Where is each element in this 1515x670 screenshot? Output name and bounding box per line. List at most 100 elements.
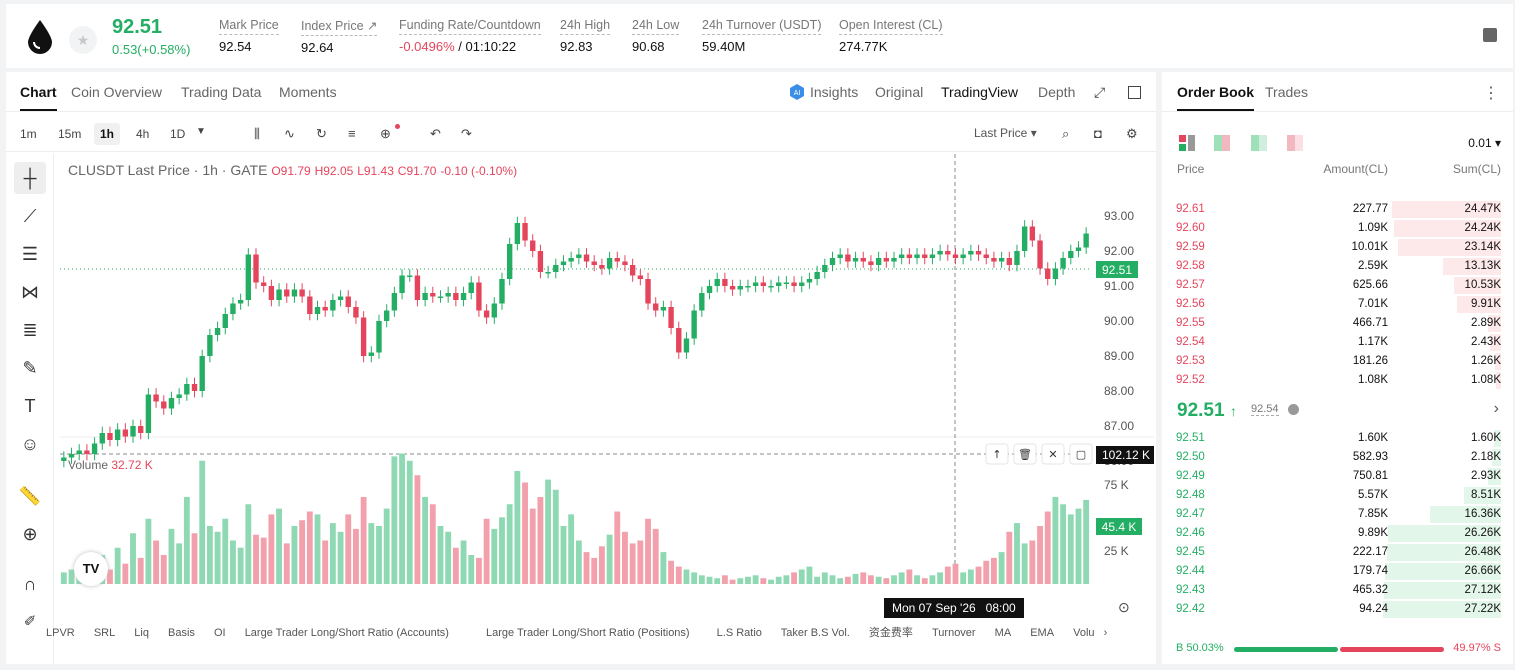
chart-settings-icon[interactable]: ⊙ <box>1118 599 1130 615</box>
tab-trades[interactable]: Trades <box>1265 84 1309 100</box>
indicator-basis[interactable]: Basis <box>168 627 195 639</box>
bid-row[interactable]: 92.46 9.89K 26.26K <box>1162 524 1513 543</box>
depth-bar <box>1457 296 1501 313</box>
pattern-icon[interactable]: ⋈ <box>21 282 39 302</box>
indicator-lpvr[interactable]: LPVR <box>46 627 75 639</box>
favorite-star-icon[interactable]: ★ <box>69 26 97 54</box>
brush-icon[interactable]: ✎ <box>22 358 38 378</box>
ask-row[interactable]: 92.55 466.71 2.89K <box>1162 314 1513 333</box>
index-price-stat[interactable]: Index Price ↗ 92.64 <box>301 19 378 55</box>
replay-icon[interactable]: ↻ <box>316 126 327 141</box>
ask-row[interactable]: 92.58 2.59K 13.13K <box>1162 257 1513 276</box>
precision-select[interactable]: 0.01 ▾ <box>1468 136 1501 150</box>
crosshair-icon[interactable]: ┼ <box>14 162 46 194</box>
candle-body <box>545 272 551 274</box>
tab-moments[interactable]: Moments <box>279 84 337 100</box>
emoji-icon[interactable]: ☺ <box>20 434 40 454</box>
tab-original[interactable]: Original <box>875 84 924 100</box>
indicator-liq[interactable]: Liq <box>134 627 149 639</box>
ai-insights-icon[interactable]: AI <box>788 83 806 101</box>
timeframe-dropdown-icon[interactable]: ▼ <box>196 126 206 137</box>
timeframe-1d[interactable]: 1D <box>170 127 186 141</box>
view-split-icon[interactable] <box>1214 135 1230 151</box>
candle-body <box>568 258 574 262</box>
indicator-funding[interactable]: 资金费率 <box>868 627 913 639</box>
timeframe-1m[interactable]: 1m <box>20 127 37 141</box>
volume-bar <box>921 578 928 584</box>
ruler-icon[interactable]: 📏 <box>18 486 42 506</box>
tradingview-logo[interactable]: TV <box>74 552 108 586</box>
tab-order-book[interactable]: Order Book <box>1177 84 1255 111</box>
fullscreen-icon[interactable]: ⤢ <box>1094 84 1106 100</box>
view-both-icon[interactable] <box>1179 135 1195 151</box>
chevron-right-icon[interactable]: › <box>1103 627 1108 639</box>
indicator-oi[interactable]: OI <box>214 627 226 639</box>
redo-icon[interactable]: ↷ <box>461 126 472 141</box>
bid-row[interactable]: 92.47 7.85K 16.36K <box>1162 505 1513 524</box>
ask-row[interactable]: 92.56 7.01K 9.91K <box>1162 295 1513 314</box>
tab-trading-data[interactable]: Trading Data <box>181 84 262 100</box>
ask-row[interactable]: 92.57 625.66 10.53K <box>1162 276 1513 295</box>
indicator-ls-ratio[interactable]: L.S Ratio <box>716 627 762 639</box>
templates-icon[interactable]: ≡ <box>348 126 356 141</box>
indicator-lt-accounts[interactable]: Large Trader Long/Short Ratio (Accounts) <box>244 627 449 639</box>
indicators-icon[interactable]: ∿ <box>284 126 295 141</box>
more-options-icon[interactable]: ⋮ <box>1483 85 1499 102</box>
ask-row[interactable]: 92.52 1.08K 1.08K <box>1162 371 1513 390</box>
ask-row[interactable]: 92.59 10.01K 23.14K <box>1162 238 1513 257</box>
view-bids-icon[interactable] <box>1251 135 1267 151</box>
pencil-icon[interactable]: ✐ <box>23 613 37 630</box>
candlestick-chart[interactable]: 93.0092.0091.0090.0089.0088.0087.0086.00… <box>60 154 1154 599</box>
tab-tradingview[interactable]: TradingView <box>941 84 1019 100</box>
guide-book-icon[interactable] <box>1483 28 1497 42</box>
indicator-turnover[interactable]: Turnover <box>931 627 976 639</box>
ask-row[interactable]: 92.60 1.09K 24.24K <box>1162 219 1513 238</box>
bid-row[interactable]: 92.42 94.24 27.22K <box>1162 600 1513 619</box>
bid-row[interactable]: 92.43 465.32 27.12K <box>1162 581 1513 600</box>
trend-line-icon[interactable]: ⟋ <box>23 206 37 226</box>
add-indicator-icon[interactable]: ⊕ <box>380 126 391 141</box>
undo-icon[interactable]: ↶ <box>430 126 441 141</box>
depth-bar <box>1453 277 1501 294</box>
tab-depth[interactable]: Depth <box>1038 84 1076 100</box>
bid-row[interactable]: 92.48 5.57K 8.51K <box>1162 486 1513 505</box>
candle-type-icon[interactable]: ⫼ <box>254 126 260 141</box>
ask-row[interactable]: 92.54 1.17K 2.43K <box>1162 333 1513 352</box>
price-tick-label: 90.00 <box>1104 314 1134 328</box>
horizontal-lines-icon[interactable]: ☰ <box>21 244 39 264</box>
indicator-ma[interactable]: MA <box>994 627 1012 639</box>
bid-row[interactable]: 92.50 582.93 2.18K <box>1162 448 1513 467</box>
bid-row[interactable]: 92.49 750.81 2.93K <box>1162 467 1513 486</box>
timeframe-4h[interactable]: 4h <box>136 127 150 141</box>
settings-gear-icon[interactable]: ⚙ <box>1126 126 1138 141</box>
search-icon[interactable]: ⌕ <box>1062 126 1070 141</box>
price-source-select[interactable]: Last Price ▾ <box>974 126 1037 140</box>
timeframe-15m[interactable]: 15m <box>58 127 82 141</box>
indicator-volume[interactable]: Volu <box>1073 627 1095 639</box>
bid-row[interactable]: 92.44 179.74 26.66K <box>1162 562 1513 581</box>
view-asks-icon[interactable] <box>1287 135 1303 151</box>
indicator-taker-vol[interactable]: Taker B.S Vol. <box>780 627 850 639</box>
chevron-right-icon[interactable]: › <box>1493 400 1499 417</box>
bid-row[interactable]: 92.45 222.17 26.48K <box>1162 543 1513 562</box>
timeframe-1h[interactable]: 1h <box>94 123 121 145</box>
volume-bar <box>506 504 513 584</box>
camera-icon[interactable]: ◘ <box>1094 126 1102 141</box>
ask-row[interactable]: 92.61 227.77 24.47K <box>1162 200 1513 219</box>
zoom-in-icon[interactable]: ⊕ <box>22 524 38 544</box>
window-icon[interactable] <box>1128 86 1141 99</box>
candle-body <box>437 296 444 298</box>
candle-body <box>714 279 720 286</box>
indicator-srl[interactable]: SRL <box>93 627 116 639</box>
tab-insights[interactable]: Insights <box>810 84 859 100</box>
tab-coin-overview[interactable]: Coin Overview <box>71 84 163 100</box>
ask-row[interactable]: 92.53 181.26 1.26K <box>1162 352 1513 371</box>
fib-icon[interactable]: ≣ <box>22 320 38 340</box>
text-tool-icon[interactable]: T <box>24 396 36 416</box>
magnet-icon[interactable]: ∩ <box>23 574 37 594</box>
bid-row[interactable]: 92.51 1.60K 1.60K <box>1162 429 1513 448</box>
indicator-lt-positions[interactable]: Large Trader Long/Short Ratio (Positions… <box>485 627 690 639</box>
candle-body <box>145 394 152 433</box>
indicator-ema[interactable]: EMA <box>1030 627 1055 639</box>
tab-chart[interactable]: Chart <box>20 84 57 111</box>
